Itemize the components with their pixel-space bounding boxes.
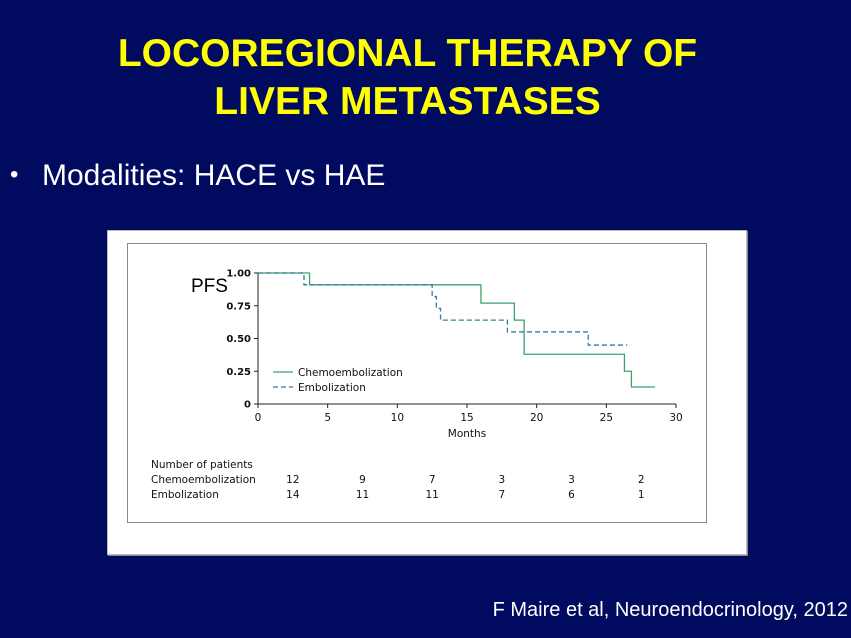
figure-inner-frame [127,243,707,523]
risk-table-cell: 6 [568,489,575,501]
bullet-item: • Modalities: HACE vs HAE [10,157,385,194]
y-tick-label: 0.75 [226,301,251,312]
risk-table-title: Number of patients [151,459,253,471]
risk-table-cell: 9 [359,474,366,486]
risk-table-row-label: Chemoembolization [151,474,256,486]
chart-axes: 0 5 10 15 20 25 30 0 0.25 0.50 0.75 1.00 Months [226,269,682,441]
km-chart: 0 5 10 15 20 25 30 0 0.25 0.50 0.75 1.00 Months Chem… [151,269,683,502]
risk-table-cell: 2 [638,474,645,486]
risk-table-cell: 7 [498,489,505,501]
risk-table-cell: 7 [429,474,436,486]
x-tick-label: 0 [255,412,262,424]
x-tick-label: 10 [391,412,404,424]
legend-label: Chemoembolization [298,367,403,379]
y-axis-label: PFS [191,276,228,297]
x-tick-label: 5 [324,412,331,424]
x-tick-label: 15 [460,412,473,424]
risk-table-cell: 14 [286,489,300,501]
risk-table-cell: 3 [498,474,505,486]
y-tick-label: 1.00 [226,269,251,280]
slide-title: LOCOREGIONAL THERAPY OF LIVER METASTASES [0,30,815,126]
y-tick-label: 0.25 [226,367,251,378]
title-line-1: LOCOREGIONAL THERAPY OF [117,32,698,75]
risk-table-cell: 12 [286,474,299,486]
y-tick-label: 0.50 [226,334,251,345]
figure-frame: 0 5 10 15 20 25 30 0 0.25 0.50 0.75 1.00 Months Chem… [107,230,747,555]
risk-table-cell: 11 [425,489,438,501]
legend-label: Embolization [298,382,366,394]
bullet-dot-icon: • [10,161,19,188]
x-axis-label: Months [448,428,486,440]
chart-series [258,272,656,388]
risk-table-cell: 11 [356,489,369,501]
chart-legend: Chemoembolization Embolization [273,367,403,394]
y-tick-label: 0 [244,400,251,411]
x-tick-label: 30 [669,412,682,424]
bullet-text: Modalities: HACE vs HAE [42,159,386,192]
title-line-2: LIVER METASTASES [214,80,601,123]
series-line-embolization [258,272,628,346]
x-tick-label: 25 [600,412,613,424]
x-tick-label: 20 [530,412,543,424]
citation: F Maire et al, Neuroendocrinology, 2012 [492,599,848,621]
risk-table-cell: 1 [638,489,645,501]
risk-table-cell: 3 [568,474,575,486]
risk-table-row-label: Embolization [151,489,219,501]
